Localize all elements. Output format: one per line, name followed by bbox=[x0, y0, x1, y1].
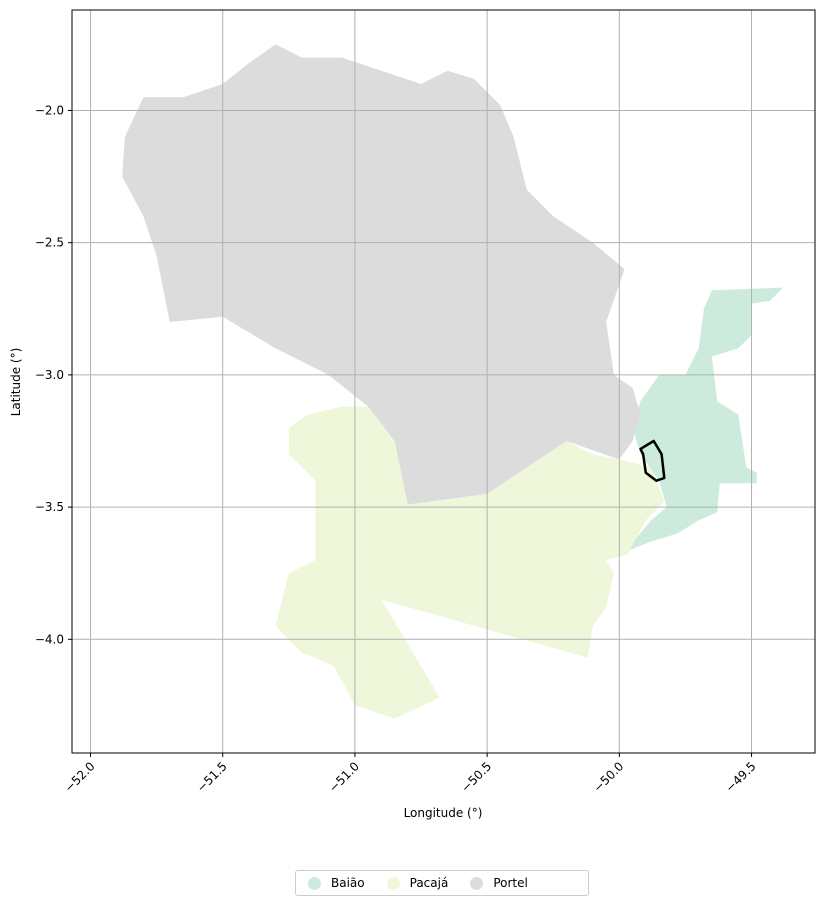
legend-marker-icon bbox=[308, 876, 321, 890]
region-baiao bbox=[624, 287, 784, 552]
x-axis-label: Longitude (°) bbox=[404, 806, 483, 820]
grid-layer bbox=[72, 10, 815, 753]
legend-item-baiao: Baião bbox=[308, 876, 365, 890]
x-tick-label: −52.0 bbox=[62, 759, 98, 795]
highlight-outline bbox=[639, 439, 666, 482]
y-tick-label: −4.0 bbox=[35, 632, 64, 646]
legend-label: Portel bbox=[493, 876, 528, 890]
legend-item-pacaja: Pacajá bbox=[386, 876, 449, 890]
y-axis-ticks: −2.0 −2.5 −3.0 −3.5 −4.0 bbox=[35, 103, 72, 646]
legend-label: Baião bbox=[331, 876, 365, 890]
x-tick-label: −50.5 bbox=[458, 759, 494, 795]
region-portel bbox=[122, 44, 641, 505]
legend-marker-icon bbox=[470, 876, 484, 890]
y-tick-label: −3.5 bbox=[35, 500, 64, 514]
legend-item-portel: Portel bbox=[470, 876, 528, 890]
plot-frame bbox=[71, 9, 816, 754]
regions-layer bbox=[122, 44, 784, 719]
region-pacaja bbox=[275, 406, 665, 719]
y-tick-label: −2.0 bbox=[35, 103, 64, 117]
y-axis-label: Latitude (°) bbox=[9, 348, 23, 417]
x-axis-ticks: −52.0 −51.5 −51.0 −50.5 −50.0 −49.5 bbox=[62, 753, 759, 795]
x-tick-label: −51.5 bbox=[194, 759, 230, 795]
y-tick-label: −2.5 bbox=[35, 236, 64, 250]
x-tick-label: −49.5 bbox=[723, 759, 759, 795]
legend-marker-icon bbox=[386, 876, 400, 890]
outline-layer bbox=[639, 439, 666, 482]
legend: Baião Pacajá Portel bbox=[295, 870, 589, 896]
x-tick-label: −51.0 bbox=[326, 759, 362, 795]
x-tick-label: −50.0 bbox=[591, 759, 627, 795]
y-tick-label: −3.0 bbox=[35, 368, 64, 382]
legend-label: Pacajá bbox=[409, 876, 449, 890]
